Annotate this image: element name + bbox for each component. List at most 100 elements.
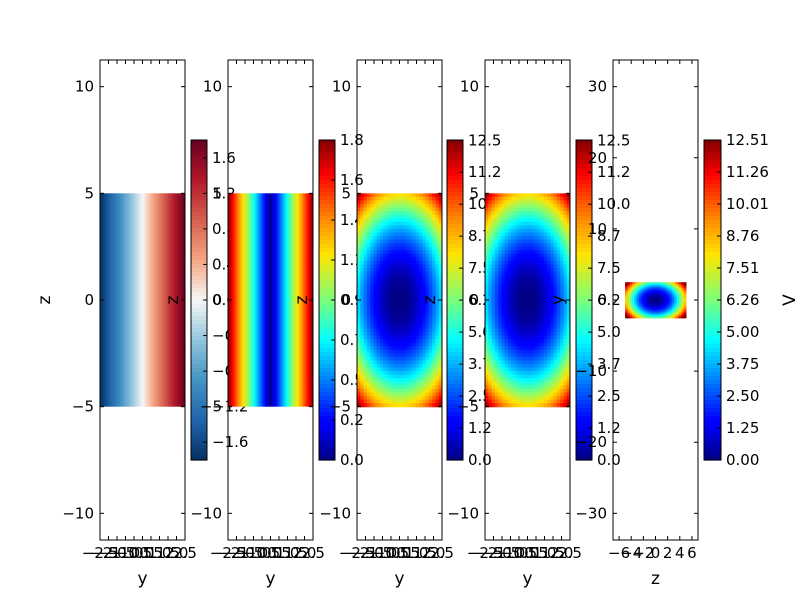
y-tick-label: 10 — [588, 220, 607, 238]
y-tick-label: −5 — [200, 398, 222, 416]
x-tick-label: 6 — [687, 544, 697, 562]
colorbar-tick-label: 3.75 — [726, 355, 759, 373]
x-tick-label: −6 — [608, 544, 630, 562]
y-tick-label: 5 — [341, 184, 351, 202]
x-tick-label: 2.5 — [173, 544, 197, 562]
x-tick-label: −2 — [632, 544, 654, 562]
x-tick-label: −0.5 — [501, 544, 537, 562]
x-tick-label: 1.0 — [148, 544, 172, 562]
colorbar-tick-label: 11.26 — [726, 163, 769, 181]
x-tick-label: 4 — [675, 544, 685, 562]
x-tick-label: 2.0 — [293, 544, 317, 562]
x-axis-label: z — [651, 569, 660, 589]
x-axis-label: y — [137, 569, 147, 589]
heatmap-image — [228, 193, 313, 407]
colorbar-tick-label: 7.5 — [597, 259, 621, 277]
x-tick-label: −2.5 — [82, 544, 118, 562]
x-tick-label: −1.0 — [492, 544, 528, 562]
x-tick-label: −2.5 — [339, 544, 375, 562]
x-axis-label: y — [394, 569, 404, 589]
colorbar-tick-label: 0.00 — [726, 451, 759, 469]
x-tick-label: 0.5 — [396, 544, 420, 562]
x-tick-label: 2.0 — [422, 544, 446, 562]
x-tick-label: 2.5 — [301, 544, 325, 562]
figure-root: −2.5−2.0−1.5−1.0−0.50.00.51.01.52.02.5−1… — [35, 59, 800, 589]
panel-2: −2.5−2.0−1.5−1.0−0.50.00.51.01.52.02.5−1… — [163, 59, 364, 589]
x-tick-label: −2.0 — [347, 544, 383, 562]
y-tick-label: 20 — [588, 149, 607, 167]
y-tick-label: 0 — [212, 291, 222, 309]
x-tick-label: 1.5 — [413, 544, 437, 562]
x-tick-label: −0.5 — [373, 544, 409, 562]
panel-5: −6−4−20 2 4 6−30−20−100102030zy0.001.252.50… — [548, 59, 800, 589]
x-axis-label: y — [265, 569, 275, 589]
x-tick-label: 0.5 — [139, 544, 163, 562]
x-tick-label: 0 — [651, 544, 661, 562]
colorbar-tick-label: 12.5 — [597, 131, 630, 149]
x-tick-label: 1.5 — [156, 544, 180, 562]
colorbar-tick-label: 12.51 — [726, 131, 769, 149]
x-tick-label: −0.5 — [244, 544, 280, 562]
y-tick-label: 0 — [469, 291, 479, 309]
colorbar-tick-label: 2.5 — [597, 387, 621, 405]
y-axis-label: z — [420, 295, 440, 304]
x-tick-label: 1.0 — [533, 544, 557, 562]
colorbar: 0.00 1.25 2.50 3.75 5.00 6.26 7.51 8.76 10.01 11.… — [703, 131, 800, 469]
y-tick-label: 10 — [460, 78, 479, 96]
y-tick-label: 30 — [588, 78, 607, 96]
x-tick-label: −2.5 — [467, 544, 503, 562]
x-tick-label: 0.5 — [267, 544, 291, 562]
y-tick-label: −10 — [319, 504, 351, 522]
colorbar-label: V — [780, 294, 800, 306]
y-tick-label: −5 — [329, 398, 351, 416]
y-tick-label: 5 — [212, 184, 222, 202]
colorbar-tick-label: 0.2 — [340, 411, 364, 429]
x-tick-label: 1.0 — [276, 544, 300, 562]
colorbar-tick-label: 0.0 — [597, 451, 621, 469]
x-tick-label: −2.5 — [210, 544, 246, 562]
y-axis-label: z — [35, 295, 55, 304]
x-tick-label: −1.0 — [107, 544, 143, 562]
y-tick-label: −10 — [62, 504, 94, 522]
heatmap-image — [357, 193, 442, 408]
x-tick-label: −1.5 — [484, 544, 520, 562]
y-tick-label: 0 — [84, 291, 94, 309]
colorbar: 0.0 1.2 2.5 3.7 5.0 6.2 7.5 8.7 10.0 11.2 12.5 — [575, 131, 630, 469]
y-tick-label: 5 — [469, 184, 479, 202]
x-tick-label: 0.5 — [524, 544, 548, 562]
colorbar-tick-label: 11.2 — [597, 163, 630, 181]
y-tick-label: −5 — [457, 398, 479, 416]
x-tick-label: 2.5 — [430, 544, 454, 562]
y-tick-label: 10 — [203, 78, 222, 96]
x-axis-label: y — [522, 569, 532, 589]
colorbar-tick-label: 10.0 — [597, 195, 630, 213]
y-tick-label: 10 — [75, 78, 94, 96]
y-axis-label: z — [292, 295, 312, 304]
y-tick-label: −30 — [575, 504, 607, 522]
x-tick-label: −0.5 — [116, 544, 152, 562]
x-tick-label: −1.5 — [99, 544, 135, 562]
colorbar-tick-label: 2.50 — [726, 387, 759, 405]
colorbar-tick-label: 3.7 — [597, 355, 621, 373]
x-tick-label: 1.5 — [284, 544, 308, 562]
x-tick-label: −4 — [620, 544, 642, 562]
y-tick-label: 5 — [84, 184, 94, 202]
x-tick-label: −1.5 — [227, 544, 263, 562]
colorbar-tick-label: 8.76 — [726, 227, 759, 245]
x-tick-label: 2.0 — [550, 544, 574, 562]
panel-4: −2.5−2.0−1.5−1.0−0.50.00.51.01.52.02.5−1… — [420, 59, 630, 589]
colorbar-tick-label: 7.51 — [726, 259, 759, 277]
colorbar-tick-label: 6.26 — [726, 291, 759, 309]
colorbar-tick-label: 5.00 — [726, 323, 759, 341]
x-tick-label: 0.0 — [516, 544, 540, 562]
colorbar-tick-label: −1.6 — [212, 433, 248, 451]
x-tick-label: −2.0 — [218, 544, 254, 562]
colorbar-tick-label: 1.25 — [726, 419, 759, 437]
colorbar-tick-label: 6.2 — [597, 291, 621, 309]
x-tick-label: 2.0 — [165, 544, 189, 562]
x-tick-label: −2.0 — [475, 544, 511, 562]
y-tick-label: −10 — [447, 504, 479, 522]
colorbar-tick-label: 1.2 — [468, 419, 492, 437]
colorbar-tick-label: 10.01 — [726, 195, 769, 213]
